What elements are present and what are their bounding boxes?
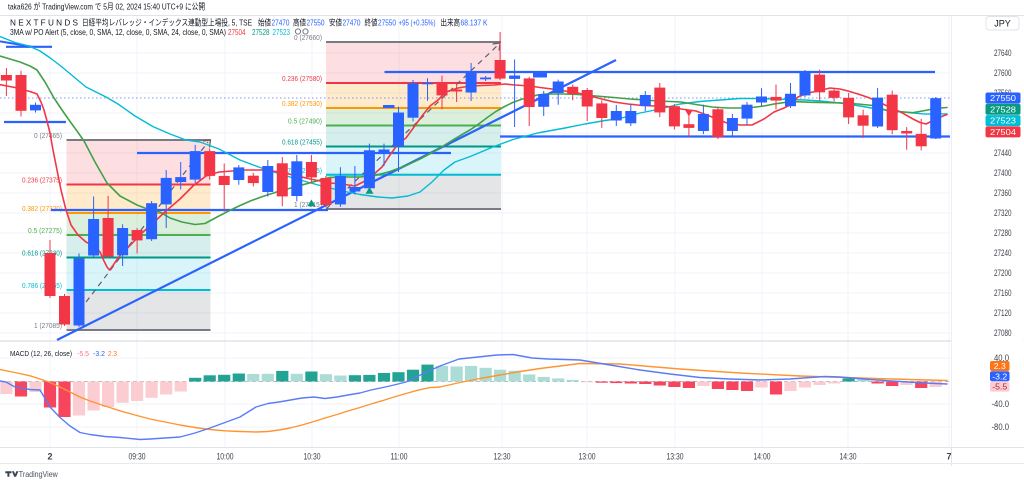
svg-text:27400: 27400	[994, 168, 1012, 178]
svg-text:安値: 安値	[329, 18, 342, 28]
svg-text:27523: 27523	[990, 116, 1016, 126]
svg-text:2: 2	[47, 452, 52, 462]
svg-text:1 (27315): 1 (27315)	[294, 200, 322, 209]
svg-text:0 (27465): 0 (27465)	[34, 131, 62, 140]
svg-text:27280: 27280	[994, 228, 1012, 238]
svg-text:27550: 27550	[990, 93, 1016, 103]
svg-text:JPY: JPY	[994, 19, 1011, 29]
svg-text:始値: 始値	[258, 18, 271, 28]
svg-text:68.137 K: 68.137 K	[461, 18, 488, 28]
svg-text:-5.5: -5.5	[77, 349, 89, 358]
svg-text:-5.5: -5.5	[992, 382, 1007, 392]
svg-text:0.618 (27230): 0.618 (27230)	[22, 249, 62, 258]
svg-text:13:30: 13:30	[667, 452, 684, 462]
svg-text:27470: 27470	[343, 18, 361, 28]
svg-text:27528: 27528	[990, 104, 1016, 114]
svg-text:2.3: 2.3	[994, 361, 1006, 371]
svg-text:27528: 27528	[252, 27, 270, 37]
svg-text:27200: 27200	[994, 268, 1012, 278]
svg-text:-80.0: -80.0	[992, 422, 1010, 432]
svg-text:終値: 終値	[365, 18, 378, 28]
svg-text:0.786 (27165): 0.786 (27165)	[22, 281, 62, 290]
svg-text:40.0: 40.0	[994, 353, 1009, 363]
svg-text:27240: 27240	[994, 248, 1012, 258]
svg-text:1 (27085): 1 (27085)	[34, 321, 62, 330]
svg-text:27523: 27523	[273, 27, 291, 37]
svg-text:27080: 27080	[994, 328, 1012, 338]
svg-text:TradingView: TradingView	[19, 470, 58, 479]
svg-text:13:00: 13:00	[579, 452, 596, 462]
svg-text:taka626 が TradingView.com で 5月: taka626 が TradingView.com で 5月 02, 2024 …	[8, 2, 205, 12]
svg-text:27440: 27440	[994, 148, 1012, 158]
svg-text:14:00: 14:00	[754, 452, 771, 462]
svg-text:27600: 27600	[994, 68, 1012, 78]
svg-text:-3.2: -3.2	[93, 349, 105, 358]
svg-text:N E X T F U N D S: N E X T F U N D S	[10, 18, 78, 28]
svg-text:09:30: 09:30	[129, 452, 146, 462]
svg-text:27504: 27504	[228, 27, 246, 37]
svg-text:高値: 高値	[293, 18, 306, 28]
svg-text:0.618 (27455): 0.618 (27455)	[282, 138, 322, 147]
svg-text:0.382 (27320): 0.382 (27320)	[22, 204, 62, 213]
svg-text:27360: 27360	[994, 188, 1012, 198]
svg-text:0.236 (27580): 0.236 (27580)	[282, 74, 322, 83]
svg-text:0 (27660): 0 (27660)	[294, 33, 322, 42]
svg-text:-40.0: -40.0	[992, 399, 1010, 409]
svg-text:+95 (+0.35%): +95 (+0.35%)	[399, 18, 436, 28]
svg-text:0.382 (27530): 0.382 (27530)	[282, 99, 322, 108]
svg-text:12:30: 12:30	[494, 452, 511, 462]
svg-text:27550: 27550	[378, 18, 396, 28]
svg-text:27640: 27640	[994, 48, 1012, 58]
svg-text:27470: 27470	[272, 18, 290, 28]
svg-text:0.5 (27275): 0.5 (27275)	[28, 226, 62, 235]
svg-text:11:00: 11:00	[391, 452, 408, 462]
svg-text:出来高: 出来高	[441, 18, 461, 28]
svg-text:2.3: 2.3	[108, 349, 117, 358]
svg-text:27120: 27120	[994, 308, 1012, 318]
svg-text:27320: 27320	[994, 208, 1012, 218]
svg-text:MACD (12, 26, close): MACD (12, 26, close)	[10, 349, 72, 358]
svg-text:27504: 27504	[990, 127, 1016, 137]
svg-text:10:30: 10:30	[304, 452, 321, 462]
svg-text:-3.2: -3.2	[992, 371, 1007, 381]
svg-text:日経平均レバレッジ・インデックス連動型上場投, 5, TSE: 日経平均レバレッジ・インデックス連動型上場投, 5, TSE	[82, 18, 252, 28]
svg-text:0.5 (27490): 0.5 (27490)	[288, 117, 322, 126]
svg-text:10:00: 10:00	[217, 452, 234, 462]
svg-text:3MA w/ PO Alert (5, close, 0,: 3MA w/ PO Alert (5, close, 0, SMA, 12, c…	[10, 27, 226, 37]
svg-text:0.236 (27375): 0.236 (27375)	[22, 176, 62, 185]
svg-text:14:30: 14:30	[840, 452, 857, 462]
svg-text:27550: 27550	[307, 18, 325, 28]
svg-text:7: 7	[946, 452, 951, 462]
svg-text:27160: 27160	[994, 288, 1012, 298]
